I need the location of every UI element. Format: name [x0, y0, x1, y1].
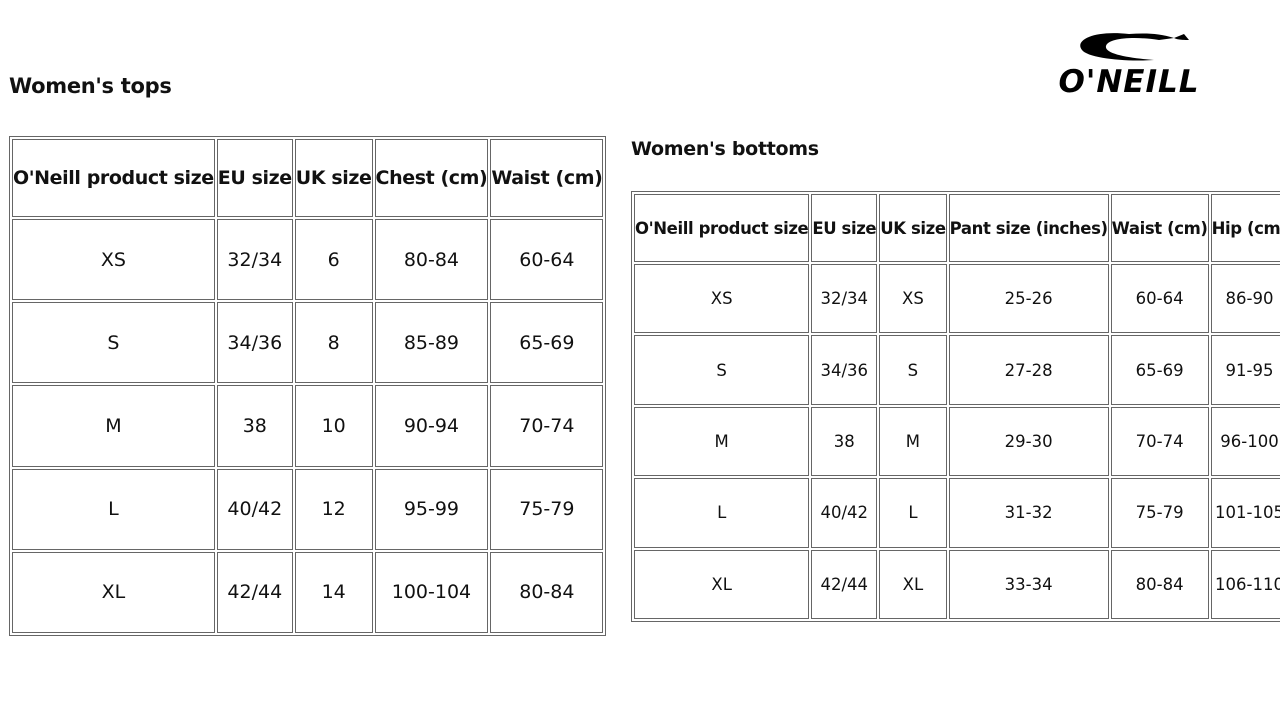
- table-header-row: O'Neill product size EU size UK size Che…: [12, 139, 604, 217]
- table-cell: S: [634, 335, 810, 405]
- table-row: XS 32/34 6 80-84 60-64: [12, 219, 604, 301]
- table-cell: XS: [634, 264, 810, 334]
- table-cell: 33-34: [948, 549, 1109, 619]
- table-cell: 86-90: [1210, 264, 1280, 334]
- tops-title: Women's tops: [9, 74, 172, 98]
- table-cell: L: [634, 478, 810, 548]
- column-header: Hip (cm): [1210, 194, 1280, 262]
- table-cell: L: [12, 468, 215, 550]
- womens-bottoms-table: O'Neill product size EU size UK size Pan…: [631, 191, 1280, 622]
- table-cell: 40/42: [811, 478, 878, 548]
- table-header-row: O'Neill product size EU size UK size Pan…: [634, 194, 1280, 262]
- table-cell: 8: [294, 302, 373, 384]
- svg-text:O'NEILL: O'NEILL: [1058, 64, 1199, 98]
- table-cell: 70-74: [1110, 406, 1209, 477]
- table-cell: 80-84: [490, 551, 604, 633]
- table-cell: 90-94: [374, 385, 489, 467]
- table-cell: 75-79: [1110, 478, 1209, 548]
- bottoms-title: Women's bottoms: [631, 138, 819, 160]
- table-cell: 65-69: [1110, 335, 1209, 405]
- table-cell: 29-30: [948, 406, 1109, 477]
- table-cell: 91-95: [1210, 335, 1280, 405]
- table-row: L 40/42 12 95-99 75-79: [12, 468, 604, 550]
- table-row: M 38 M 29-30 70-74 96-100: [634, 406, 1280, 477]
- table-cell: 32/34: [216, 219, 293, 301]
- table-cell: L: [879, 478, 947, 548]
- table-cell: S: [879, 335, 947, 405]
- table-cell: M: [634, 406, 810, 477]
- column-header: Waist (cm): [490, 139, 604, 217]
- table-row: S 34/36 S 27-28 65-69 91-95: [634, 335, 1280, 405]
- column-header: Waist (cm): [1110, 194, 1209, 262]
- table-cell: 75-79: [490, 468, 604, 550]
- table-cell: 14: [294, 551, 373, 633]
- table-cell: M: [12, 385, 215, 467]
- column-header: O'Neill product size: [12, 139, 215, 217]
- table-row: L 40/42 L 31-32 75-79 101-105: [634, 478, 1280, 548]
- table-cell: 12: [294, 468, 373, 550]
- table-cell: 40/42: [216, 468, 293, 550]
- table-cell: 34/36: [216, 302, 293, 384]
- table-cell: XS: [879, 264, 947, 334]
- table-cell: 95-99: [374, 468, 489, 550]
- table-cell: 6: [294, 219, 373, 301]
- table-cell: 65-69: [490, 302, 604, 384]
- table-cell: 27-28: [948, 335, 1109, 405]
- column-header: O'Neill product size: [634, 194, 810, 262]
- table-cell: 38: [811, 406, 878, 477]
- table-row: M 38 10 90-94 70-74: [12, 385, 604, 467]
- table-cell: 80-84: [374, 219, 489, 301]
- column-header: Pant size (inches): [948, 194, 1109, 262]
- column-header: UK size: [294, 139, 373, 217]
- column-header: EU size: [811, 194, 878, 262]
- table-row: S 34/36 8 85-89 65-69: [12, 302, 604, 384]
- womens-tops-table: O'Neill product size EU size UK size Che…: [9, 136, 607, 636]
- table-cell: 85-89: [374, 302, 489, 384]
- table-cell: 70-74: [490, 385, 604, 467]
- oneill-logo: O'NEILL: [1058, 33, 1199, 98]
- table-cell: XL: [12, 551, 215, 633]
- table-cell: 42/44: [216, 551, 293, 633]
- table-cell: 31-32: [948, 478, 1109, 548]
- table-cell: XL: [879, 549, 947, 619]
- table-cell: 106-110: [1210, 549, 1280, 619]
- table-cell: 60-64: [490, 219, 604, 301]
- column-header: Chest (cm): [374, 139, 489, 217]
- table-cell: S: [12, 302, 215, 384]
- table-cell: 38: [216, 385, 293, 467]
- table-cell: 60-64: [1110, 264, 1209, 334]
- table-cell: 80-84: [1110, 549, 1209, 619]
- table-cell: 96-100: [1210, 406, 1280, 477]
- table-row: XS 32/34 XS 25-26 60-64 86-90: [634, 264, 1280, 334]
- table-cell: 10: [294, 385, 373, 467]
- table-cell: M: [879, 406, 947, 477]
- table-cell: 42/44: [811, 549, 878, 619]
- table-cell: 32/34: [811, 264, 878, 334]
- table-cell: XS: [12, 219, 215, 301]
- table-cell: 100-104: [374, 551, 489, 633]
- table-cell: 101-105: [1210, 478, 1280, 548]
- table-row: XL 42/44 14 100-104 80-84: [12, 551, 604, 633]
- table-cell: 34/36: [811, 335, 878, 405]
- column-header: EU size: [216, 139, 293, 217]
- column-header: UK size: [879, 194, 947, 262]
- table-cell: 25-26: [948, 264, 1109, 334]
- table-cell: XL: [634, 549, 810, 619]
- table-row: XL 42/44 XL 33-34 80-84 106-110: [634, 549, 1280, 619]
